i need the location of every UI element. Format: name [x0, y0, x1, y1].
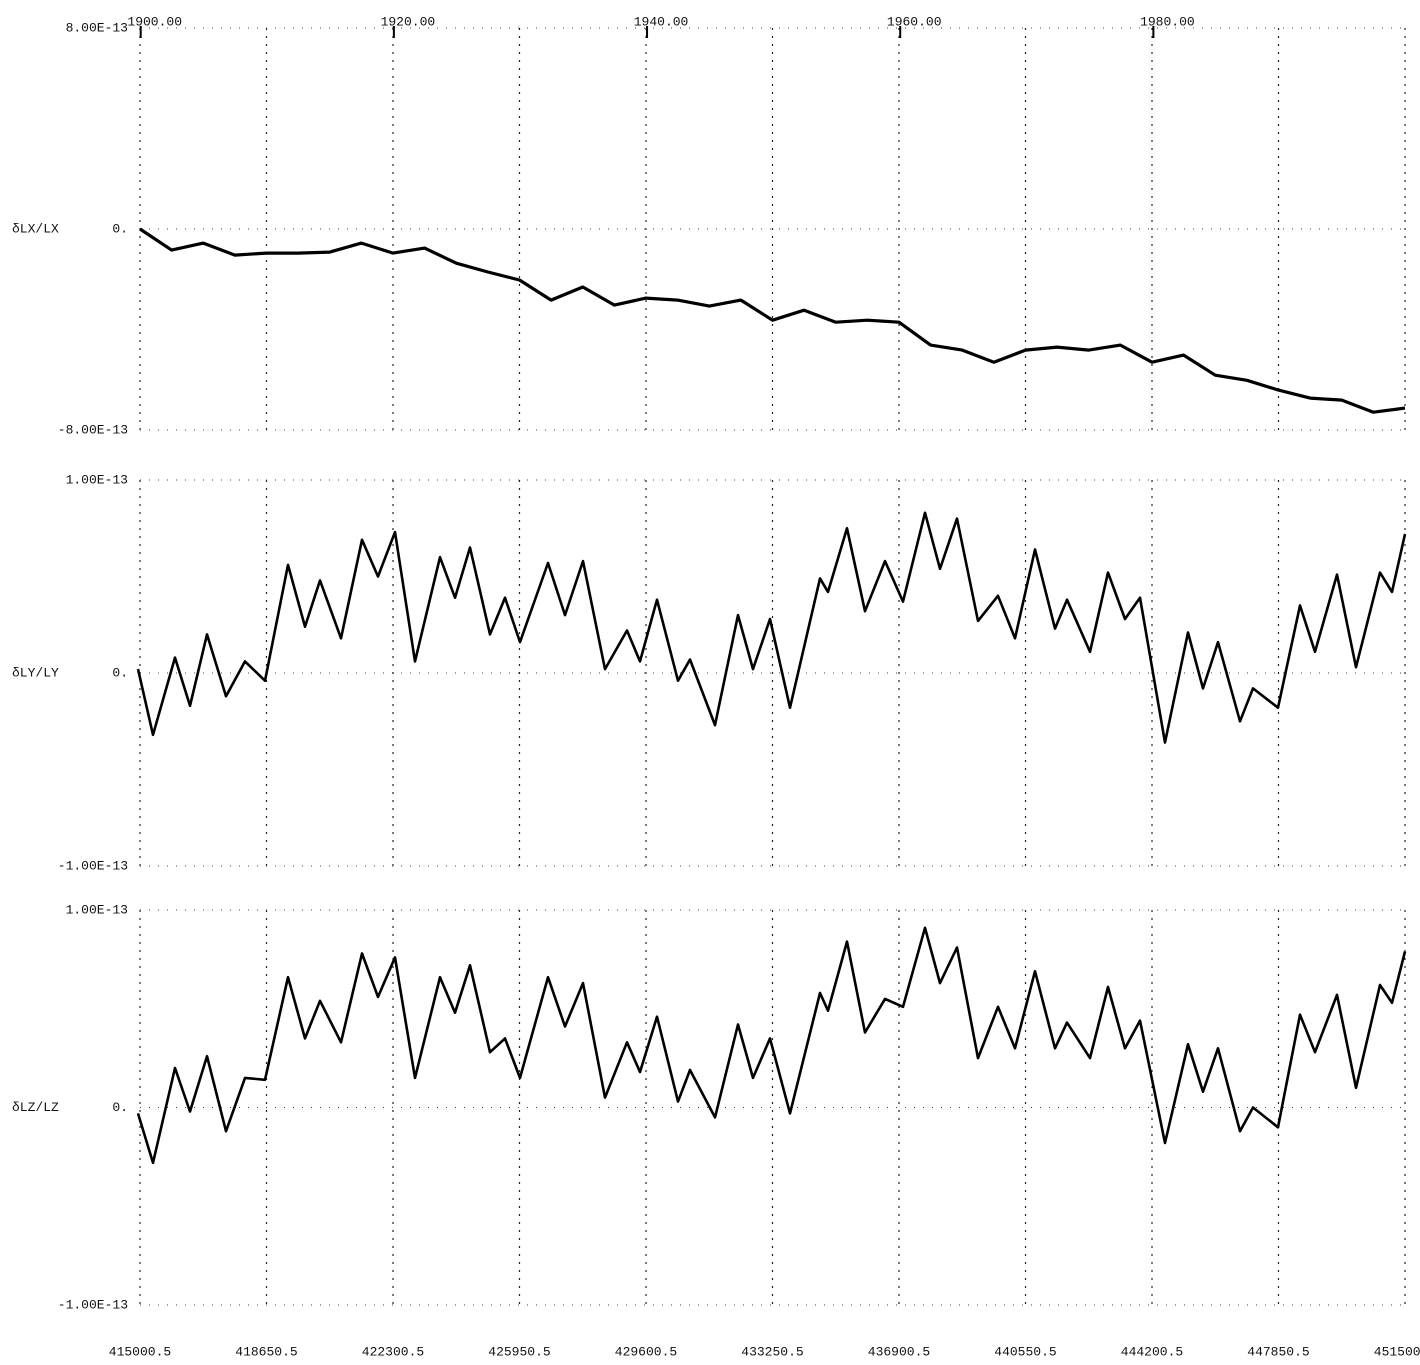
y-axis-label: δLX/LX: [12, 221, 59, 236]
data-line: [136, 511, 1407, 744]
x-tick-label: 451500.5: [1374, 1344, 1420, 1359]
x-tick-label: 422300.5: [362, 1344, 424, 1359]
y-tick-label: 1.00E-13: [66, 472, 128, 487]
x-tick-label: 447850.5: [1247, 1344, 1309, 1359]
top-tick-label: 1900.00: [127, 14, 182, 29]
x-tick-label: 436900.5: [868, 1344, 930, 1359]
data-line: [136, 926, 1407, 1165]
y-axis-label: δLZ/LZ: [12, 1100, 59, 1115]
top-tick-label: 1940.00: [634, 14, 689, 29]
x-tick-label: 440550.5: [994, 1344, 1056, 1359]
x-tick-label: 425950.5: [488, 1344, 550, 1359]
y-tick-label: 8.00E-13: [66, 20, 128, 35]
x-tick-label: 418650.5: [235, 1344, 297, 1359]
y-tick-label: -1.00E-13: [58, 858, 128, 873]
y-tick-label: 0.: [112, 221, 128, 236]
top-tick-label: 1960.00: [887, 14, 942, 29]
data-line: [139, 227, 1406, 414]
y-tick-label: 1.00E-13: [66, 902, 128, 917]
y-axis-label: δLY/LY: [12, 665, 59, 680]
top-tick-label: 1980.00: [1140, 14, 1195, 29]
y-tick-label: -8.00E-13: [58, 422, 128, 437]
x-tick-label: 415000.5: [109, 1344, 171, 1359]
y-tick-label: -1.00E-13: [58, 1297, 128, 1312]
x-tick-label: 433250.5: [741, 1344, 803, 1359]
x-tick-label: 444200.5: [1121, 1344, 1183, 1359]
top-tick-label: 1920.00: [381, 14, 436, 29]
y-tick-label: 0.: [112, 665, 128, 680]
x-tick-label: 429600.5: [615, 1344, 677, 1359]
y-tick-label: 0.: [112, 1100, 128, 1115]
